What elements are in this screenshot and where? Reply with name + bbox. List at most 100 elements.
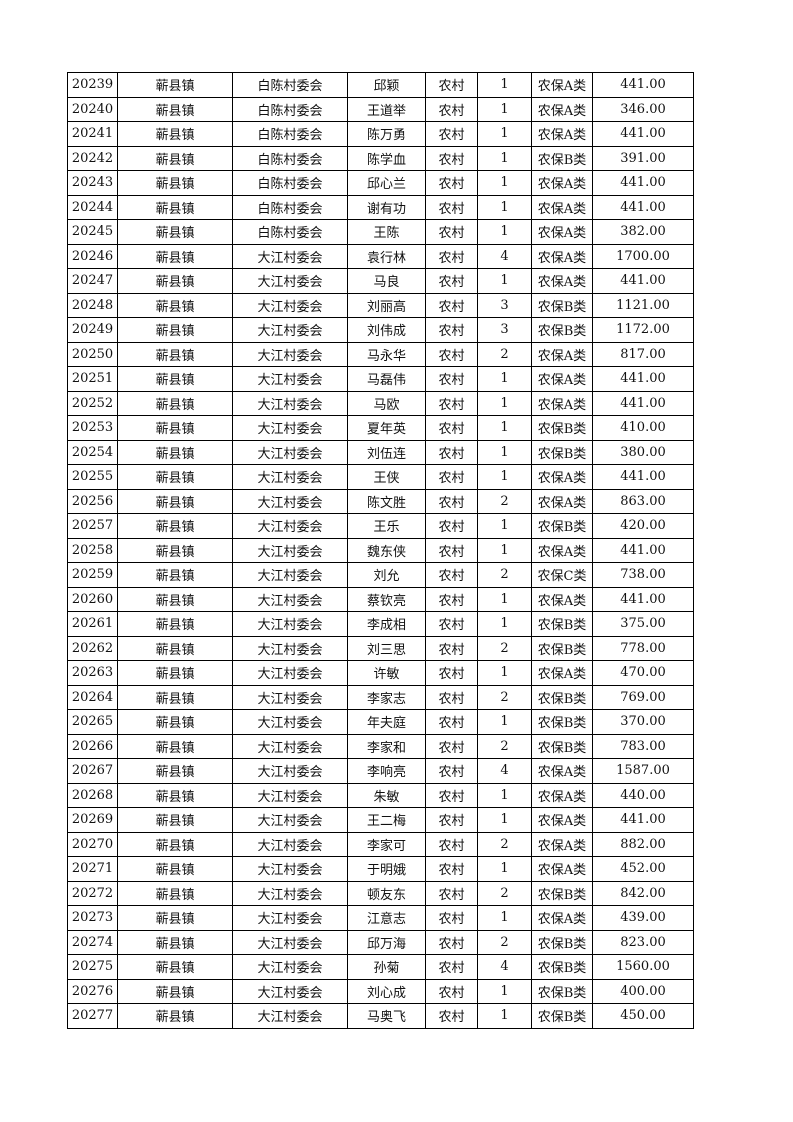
cell-village-committee: 白陈村委会 xyxy=(232,96,348,122)
cell-household-type: 农村 xyxy=(425,537,478,563)
cell-town: 蕲县镇 xyxy=(117,586,233,612)
cell-town: 蕲县镇 xyxy=(117,782,233,808)
cell-member-count: 1 xyxy=(477,219,532,245)
cell-household-type: 农村 xyxy=(425,292,478,318)
table-row: 20259 蕲县镇 大江村委会 刘允 农村 2 农保C类 738.00 xyxy=(67,562,694,588)
cell-town: 蕲县镇 xyxy=(117,317,233,343)
cell-village-committee: 大江村委会 xyxy=(232,660,348,686)
cell-town: 蕲县镇 xyxy=(117,96,233,122)
cell-household-type: 农村 xyxy=(425,145,478,171)
cell-record-id: 20245 xyxy=(67,219,118,245)
cell-name: 刘伍连 xyxy=(347,439,426,465)
cell-name: 袁行林 xyxy=(347,243,426,269)
cell-record-id: 20270 xyxy=(67,831,118,857)
cell-insurance-category: 农保C类 xyxy=(531,562,593,588)
table-row: 20240 蕲县镇 白陈村委会 王道举 农村 1 农保A类 346.00 xyxy=(67,96,694,122)
table-row: 20269 蕲县镇 大江村委会 王二梅 农村 1 农保A类 441.00 xyxy=(67,807,694,833)
cell-amount: 380.00 xyxy=(592,439,694,465)
cell-member-count: 1 xyxy=(477,464,532,490)
cell-record-id: 20272 xyxy=(67,880,118,906)
cell-amount: 439.00 xyxy=(592,905,694,931)
cell-village-committee: 大江村委会 xyxy=(232,366,348,392)
table-row: 20253 蕲县镇 大江村委会 夏年英 农村 1 农保B类 410.00 xyxy=(67,415,694,441)
cell-household-type: 农村 xyxy=(425,170,478,196)
cell-insurance-category: 农保B类 xyxy=(531,635,593,661)
cell-name: 于明娥 xyxy=(347,856,426,882)
cell-member-count: 1 xyxy=(477,415,532,441)
cell-village-committee: 大江村委会 xyxy=(232,733,348,759)
cell-name: 马欧 xyxy=(347,390,426,416)
cell-household-type: 农村 xyxy=(425,611,478,637)
cell-household-type: 农村 xyxy=(425,366,478,392)
cell-town: 蕲县镇 xyxy=(117,954,233,980)
cell-village-committee: 大江村委会 xyxy=(232,709,348,735)
cell-town: 蕲县镇 xyxy=(117,268,233,294)
cell-town: 蕲县镇 xyxy=(117,439,233,465)
cell-name: 王道举 xyxy=(347,96,426,122)
table-row: 20261 蕲县镇 大江村委会 李成相 农村 1 农保B类 375.00 xyxy=(67,611,694,637)
table-row: 20244 蕲县镇 白陈村委会 谢有功 农村 1 农保A类 441.00 xyxy=(67,194,694,220)
cell-amount: 441.00 xyxy=(592,170,694,196)
cell-amount: 1121.00 xyxy=(592,292,694,318)
table-row: 20256 蕲县镇 大江村委会 陈文胜 农村 2 农保A类 863.00 xyxy=(67,488,694,514)
cell-record-id: 20252 xyxy=(67,390,118,416)
cell-name: 蔡钦亮 xyxy=(347,586,426,612)
cell-amount: 391.00 xyxy=(592,145,694,171)
table-row: 20242 蕲县镇 白陈村委会 陈学血 农村 1 农保B类 391.00 xyxy=(67,145,694,171)
cell-name: 陈文胜 xyxy=(347,488,426,514)
cell-amount: 400.00 xyxy=(592,978,694,1004)
cell-amount: 738.00 xyxy=(592,562,694,588)
cell-village-committee: 大江村委会 xyxy=(232,341,348,367)
table-row: 20273 蕲县镇 大江村委会 江意志 农村 1 农保A类 439.00 xyxy=(67,905,694,931)
cell-amount: 452.00 xyxy=(592,856,694,882)
cell-insurance-category: 农保B类 xyxy=(531,1003,593,1029)
cell-name: 孙菊 xyxy=(347,954,426,980)
cell-record-id: 20275 xyxy=(67,954,118,980)
cell-village-committee: 大江村委会 xyxy=(232,856,348,882)
cell-record-id: 20259 xyxy=(67,562,118,588)
cell-record-id: 20277 xyxy=(67,1003,118,1029)
cell-village-committee: 白陈村委会 xyxy=(232,170,348,196)
table-row: 20263 蕲县镇 大江村委会 许敏 农村 1 农保A类 470.00 xyxy=(67,660,694,686)
cell-town: 蕲县镇 xyxy=(117,905,233,931)
cell-town: 蕲县镇 xyxy=(117,513,233,539)
cell-insurance-category: 农保A类 xyxy=(531,464,593,490)
cell-member-count: 1 xyxy=(477,390,532,416)
cell-name: 夏年英 xyxy=(347,415,426,441)
cell-town: 蕲县镇 xyxy=(117,660,233,686)
cell-amount: 778.00 xyxy=(592,635,694,661)
cell-record-id: 20246 xyxy=(67,243,118,269)
cell-amount: 382.00 xyxy=(592,219,694,245)
cell-record-id: 20256 xyxy=(67,488,118,514)
cell-amount: 420.00 xyxy=(592,513,694,539)
table-row: 20267 蕲县镇 大江村委会 李响亮 农村 4 农保A类 1587.00 xyxy=(67,758,694,784)
cell-village-committee: 大江村委会 xyxy=(232,929,348,955)
cell-name: 陈万勇 xyxy=(347,121,426,147)
cell-village-committee: 大江村委会 xyxy=(232,415,348,441)
table-row: 20247 蕲县镇 大江村委会 马良 农村 1 农保A类 441.00 xyxy=(67,268,694,294)
cell-household-type: 农村 xyxy=(425,268,478,294)
cell-village-committee: 白陈村委会 xyxy=(232,145,348,171)
table-row: 20260 蕲县镇 大江村委会 蔡钦亮 农村 1 农保A类 441.00 xyxy=(67,586,694,612)
table-row: 20274 蕲县镇 大江村委会 邱万海 农村 2 农保B类 823.00 xyxy=(67,929,694,955)
cell-record-id: 20262 xyxy=(67,635,118,661)
table-row: 20241 蕲县镇 白陈村委会 陈万勇 农村 1 农保A类 441.00 xyxy=(67,121,694,147)
cell-record-id: 20266 xyxy=(67,733,118,759)
cell-amount: 863.00 xyxy=(592,488,694,514)
cell-village-committee: 大江村委会 xyxy=(232,292,348,318)
cell-town: 蕲县镇 xyxy=(117,758,233,784)
cell-village-committee: 白陈村委会 xyxy=(232,121,348,147)
cell-name: 马磊伟 xyxy=(347,366,426,392)
cell-member-count: 1 xyxy=(477,513,532,539)
cell-record-id: 20250 xyxy=(67,341,118,367)
cell-member-count: 2 xyxy=(477,929,532,955)
table-row: 20271 蕲县镇 大江村委会 于明娥 农村 1 农保A类 452.00 xyxy=(67,856,694,882)
cell-town: 蕲县镇 xyxy=(117,464,233,490)
cell-name: 顿友东 xyxy=(347,880,426,906)
cell-member-count: 1 xyxy=(477,807,532,833)
cell-village-committee: 大江村委会 xyxy=(232,954,348,980)
cell-village-committee: 大江村委会 xyxy=(232,978,348,1004)
cell-town: 蕲县镇 xyxy=(117,170,233,196)
cell-insurance-category: 农保B类 xyxy=(531,709,593,735)
cell-household-type: 农村 xyxy=(425,415,478,441)
